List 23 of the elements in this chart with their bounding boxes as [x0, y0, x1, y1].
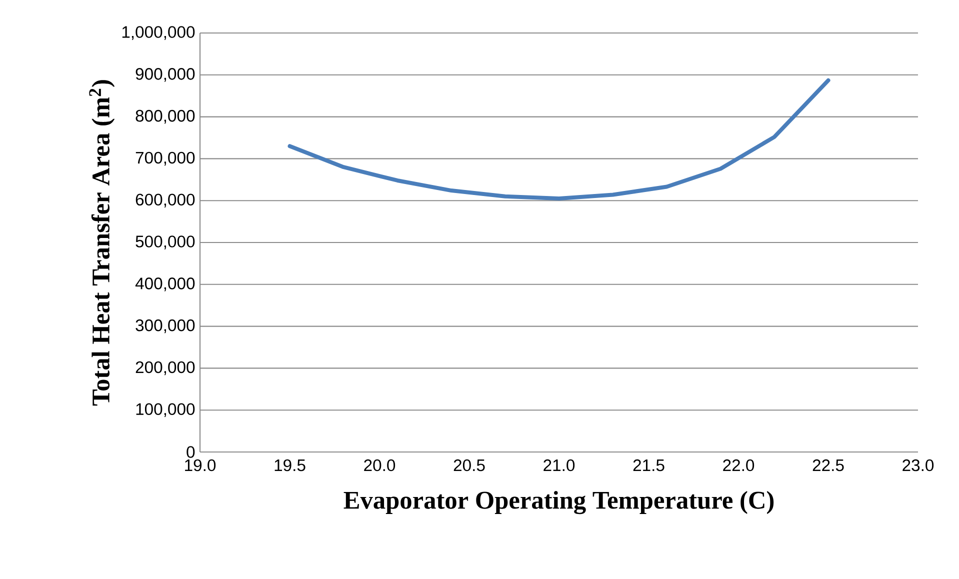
x-tick-label: 21.0 — [544, 459, 575, 472]
y-tick-label: 100,000 — [136, 403, 195, 417]
y-tick-label: 700,000 — [136, 152, 195, 166]
x-tick-label: 22.5 — [812, 459, 844, 472]
y-axis-title: Total Heat Transfer Area (m$^{2}$) — [89, 80, 115, 406]
y-tick-label: 200,000 — [136, 361, 195, 376]
x-tick-label: 19.0 — [185, 459, 216, 472]
y-tick-label: 500,000 — [136, 236, 195, 250]
y-tick-label: 900,000 — [136, 68, 195, 82]
y-tick-label: 800,000 — [136, 110, 195, 124]
x-tick-label: 20.5 — [454, 459, 485, 472]
y-tick-label: 400,000 — [135, 278, 195, 292]
y-tick-label: 300,000 — [136, 319, 195, 334]
y-tick-label: 1,000,000 — [122, 26, 195, 40]
y-tick-label: 600,000 — [136, 194, 195, 208]
y-tick-label: 0 — [186, 446, 195, 458]
x-tick-label: 23.0 — [902, 459, 934, 472]
x-tick-label: 20.0 — [364, 459, 396, 472]
x-tick-label: 22.0 — [723, 459, 754, 472]
line-series — [288, 78, 830, 201]
x-axis-title: Evaporator Operating Temperature (C) — [344, 491, 774, 514]
x-tick-label: 19.5 — [274, 459, 306, 472]
x-tick-label: 21.5 — [633, 459, 664, 472]
